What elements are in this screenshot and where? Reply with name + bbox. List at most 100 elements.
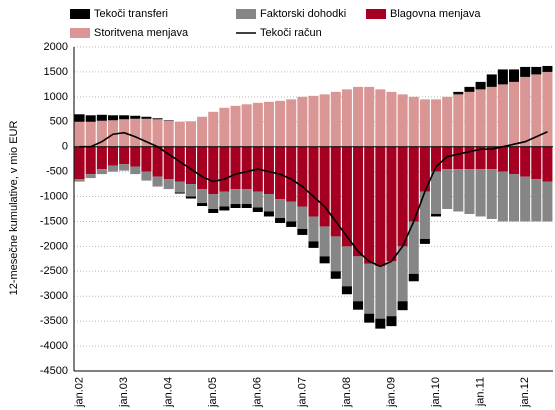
bar [542,181,553,222]
bar [319,226,330,257]
bar [252,207,263,212]
bar [85,121,96,147]
bar [74,179,85,182]
bar [475,81,486,90]
x-tick-label: jan.05 [207,377,219,408]
bar [364,146,375,264]
bar [74,146,85,180]
bar [297,96,308,147]
bar [152,118,163,120]
bar [330,236,341,272]
x-tick-label: jan.11 [474,377,486,407]
bar [230,204,241,209]
bar [453,91,464,95]
x-tick-label: jan.04 [163,377,175,408]
bar [263,211,274,217]
bar [419,238,430,244]
bar [397,94,408,147]
bar [275,217,286,223]
bar [386,146,397,262]
bar [386,91,397,147]
bar [252,102,263,147]
bar [286,146,297,202]
bar [141,116,152,119]
bar [442,169,453,209]
x-tick-label: jan.12 [519,377,531,408]
legend-swatch [70,28,90,38]
bar [353,86,364,147]
bar [442,146,453,170]
bar [174,121,185,147]
bar [508,174,520,222]
bar [375,89,386,147]
legend-swatch [366,9,386,19]
bar [486,86,497,147]
bar [508,146,520,175]
bar [185,184,196,197]
bar [241,204,252,209]
y-tick-label: 0 [62,141,68,153]
bar [163,146,174,180]
bar [375,266,386,319]
bar [308,241,319,248]
y-tick-label: 500 [50,116,68,128]
legend-label: Storitvena menjava [94,27,189,39]
bar [542,65,553,72]
bar [152,146,163,177]
bar [219,146,230,192]
bar [107,115,119,121]
bar [219,191,230,207]
bar [341,286,352,295]
bar [185,146,196,185]
bar [152,176,163,187]
bar [542,71,553,147]
bar [453,146,464,170]
bar [197,146,208,190]
bar [364,86,375,147]
bar [297,146,308,207]
bar [130,146,141,167]
y-tick-label: -2000 [40,240,68,252]
bar [497,171,508,222]
bar [119,115,130,120]
bar [497,69,508,85]
y-tick-label: -3000 [40,290,68,302]
bar [497,146,508,172]
bar [486,169,497,219]
y-tick-label: -2500 [40,265,68,277]
bar [408,96,419,147]
bar [464,91,475,147]
bar [319,256,330,264]
bar [263,146,274,195]
bar [419,146,430,192]
bar [353,256,364,302]
bar [508,81,520,147]
bar [542,146,553,182]
bar [453,94,464,147]
bar [230,189,241,205]
y-tick-label: -1000 [40,190,68,202]
bar [364,313,375,323]
y-tick-label: -4500 [40,365,68,377]
bar [464,169,475,214]
y-tick-label: -500 [46,166,68,178]
y-axis-label: 12-mesečne kumulative, v mio EUR [8,121,20,296]
bar [241,189,252,205]
bar [275,199,286,218]
bar [107,146,119,166]
bar [297,228,308,235]
bar [141,118,152,147]
bar [330,146,341,237]
bar [319,94,330,147]
legend-label: Blagovna menjava [390,8,481,20]
bar [397,301,408,311]
bar [85,115,96,122]
x-tick-label: jan.08 [341,377,353,408]
bar [431,213,442,217]
bar [96,114,107,121]
bar [163,179,174,190]
bar [520,66,531,77]
bar [353,301,364,310]
bar [531,146,542,180]
